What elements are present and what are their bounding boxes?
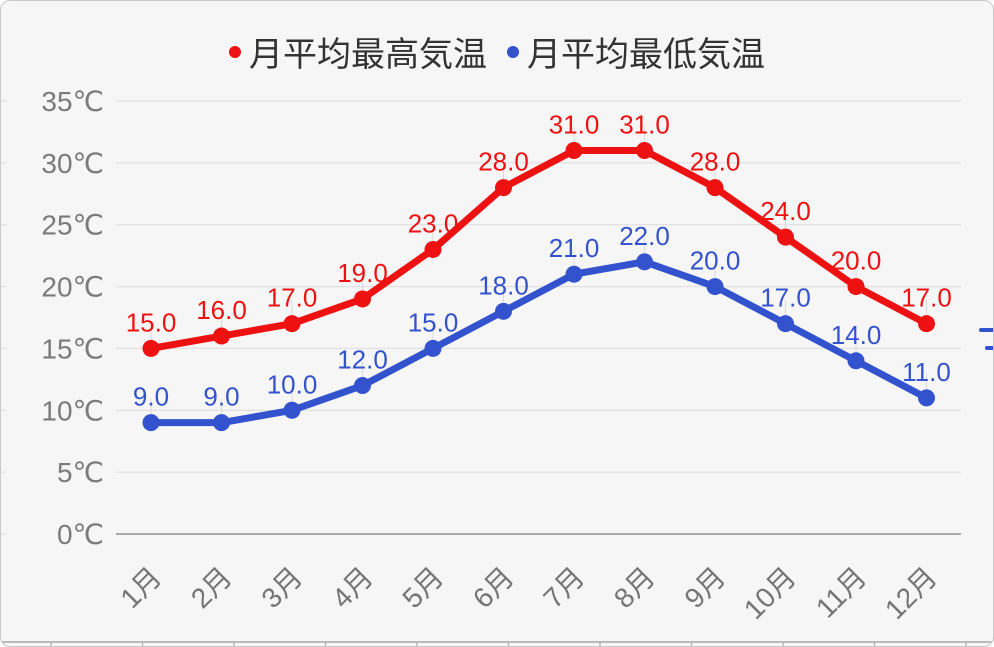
legend-dot-max-icon <box>229 45 241 58</box>
data-point <box>213 414 230 432</box>
data-point-label: 23.0 <box>408 208 459 238</box>
data-point <box>283 401 301 419</box>
data-point <box>636 253 653 271</box>
data-point-label: 15.0 <box>408 307 459 337</box>
x-axis-label: 11月 <box>810 561 872 623</box>
data-point <box>142 414 160 432</box>
legend-item-min-temp: 月平均最低気温 <box>507 27 765 76</box>
y-axis-label: 5℃ <box>57 457 104 488</box>
data-point-label: 21.0 <box>549 233 600 263</box>
data-point-label: 14.0 <box>831 320 882 350</box>
data-point-label: 10.0 <box>267 369 318 399</box>
data-point <box>706 179 724 197</box>
data-point-label: 20.0 <box>831 246 882 276</box>
legend-label-max-temp: 月平均最高気温 <box>249 36 487 74</box>
x-axis-label: 12月 <box>879 561 943 625</box>
data-point-label: 31.0 <box>619 109 670 139</box>
data-point <box>565 141 583 159</box>
data-point-label: 19.0 <box>337 258 388 288</box>
y-axis-label: 0℃ <box>57 519 104 550</box>
data-point <box>424 339 442 357</box>
data-point-label: 18.0 <box>478 270 529 300</box>
data-point-label: 28.0 <box>690 147 741 177</box>
y-axis-label: 15℃ <box>41 333 104 364</box>
data-point-label: 17.0 <box>267 283 318 313</box>
data-point <box>777 315 794 333</box>
adjacent-chart-fragment <box>979 328 993 350</box>
chart-legend: 月平均最高気温 月平均最低気温 <box>1 27 993 76</box>
legend-item-max-temp: 月平均最高気温 <box>229 27 487 76</box>
x-axis-label: 6月 <box>467 561 520 614</box>
data-point-label: 22.0 <box>619 221 670 251</box>
y-axis-label: 10℃ <box>41 395 104 426</box>
data-point-label: 9.0 <box>203 382 239 412</box>
x-axis-label: 8月 <box>608 561 661 614</box>
data-point <box>847 352 865 370</box>
series-line <box>147 146 930 352</box>
y-axis-label: 30℃ <box>41 148 104 179</box>
data-point <box>565 265 583 283</box>
x-axis-label: 2月 <box>185 561 238 614</box>
data-point <box>495 302 512 320</box>
y-axis-tick-labels: 0℃ 5℃ 10℃ 15℃ 20℃ 25℃ 30℃ 35℃ <box>41 86 104 550</box>
data-point <box>847 278 865 296</box>
data-point <box>142 339 160 357</box>
x-axis-label: 5月 <box>397 561 450 614</box>
data-point <box>283 315 301 333</box>
x-axis-label: 3月 <box>256 561 309 614</box>
data-point <box>777 228 794 246</box>
data-point <box>636 141 653 159</box>
data-point <box>918 315 935 333</box>
data-point <box>354 377 371 395</box>
x-axis-label: 9月 <box>679 561 732 614</box>
data-label-leaders <box>150 126 927 417</box>
table-top-border <box>1 641 993 646</box>
series-min-temp: 9.0 9.0 10.0 12.0 15.0 18.0 21.0 22.0 20.0 17.0 14… <box>133 221 951 432</box>
data-point <box>918 389 935 407</box>
series-max-temp: 15.0 16.0 17.0 19.0 23.0 28.0 31.0 31.0 28.0 24.0… <box>126 109 952 357</box>
y-axis-label: 35℃ <box>41 86 104 117</box>
x-axis-label: 4月 <box>326 561 379 614</box>
y-axis-label: 20℃ <box>41 272 104 303</box>
x-axis-label: 1月 <box>115 561 168 614</box>
gridlines <box>1 100 961 535</box>
y-axis-label: 25℃ <box>41 210 104 241</box>
data-point-label: 12.0 <box>337 345 388 375</box>
x-axis-labels: 1月 2月 3月 4月 5月 6月 7月 8月 9月 10月 11月 12月 <box>115 561 943 625</box>
data-point-label: 15.0 <box>126 307 177 337</box>
data-point <box>706 278 724 296</box>
data-point <box>213 327 230 345</box>
data-point <box>424 240 442 258</box>
data-point-label: 31.0 <box>549 109 600 139</box>
series-line <box>147 258 930 427</box>
x-axis-label: 7月 <box>538 561 591 614</box>
data-point <box>495 179 512 197</box>
data-point-label: 16.0 <box>196 295 247 325</box>
data-point-label: 28.0 <box>478 147 529 177</box>
legend-dot-min-icon <box>507 45 519 58</box>
data-point-label: 11.0 <box>902 357 951 387</box>
legend-label-min-temp: 月平均最低気温 <box>527 36 765 74</box>
data-point-label: 17.0 <box>901 283 952 313</box>
x-axis-label: 10月 <box>738 561 802 625</box>
data-point-label: 17.0 <box>760 283 811 313</box>
data-point-label: 20.0 <box>690 246 741 276</box>
data-point-label: 9.0 <box>133 382 169 412</box>
data-point-label: 24.0 <box>760 196 811 226</box>
data-point <box>354 290 371 308</box>
